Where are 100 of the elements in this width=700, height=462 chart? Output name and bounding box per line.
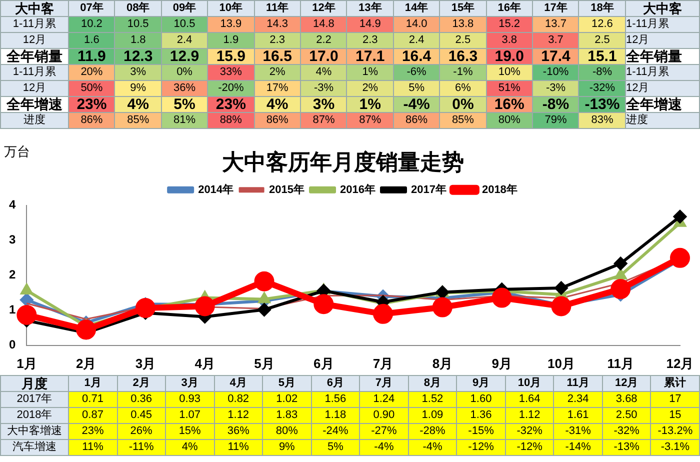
data-label: 1.64: [505, 392, 554, 408]
data-label: 15: [650, 408, 700, 424]
data-label: 17.4: [532, 48, 579, 65]
data-label: 6%: [440, 80, 486, 96]
y-tick-label: 0: [8, 338, 16, 352]
data-label: 5%: [161, 96, 208, 113]
y-tick-label: 3: [8, 232, 16, 247]
data-label: 13.7: [532, 16, 579, 32]
data-label: 1.52: [408, 392, 457, 408]
data-label: 1.83: [262, 408, 312, 424]
x-tick-label: 1月: [16, 356, 37, 371]
x-tick-label: 18年: [578, 0, 626, 16]
data-label: 23%: [68, 424, 118, 440]
legend-label: 2018年: [482, 182, 518, 196]
data-label: -3%: [300, 80, 347, 96]
data-label: 85%: [440, 112, 486, 128]
legend-label: 2015年: [269, 182, 305, 196]
data-label: 1.56: [311, 392, 360, 408]
data-label: -27%: [360, 424, 408, 440]
data-label: 14.8: [300, 16, 347, 32]
data-label: 10%: [486, 64, 533, 80]
x-tick-label: 11月: [607, 356, 634, 371]
x-tick-label: 10月: [547, 356, 575, 371]
data-label: 3.68: [602, 392, 651, 408]
data-label: 15%: [166, 424, 214, 440]
data-label: 23%: [68, 96, 115, 113]
data-label: 1.12: [505, 408, 554, 424]
data-label: 12.9: [161, 48, 208, 65]
data-label: 20%: [68, 64, 115, 80]
y-tick-label: 2: [8, 268, 16, 282]
data-label: 3%: [300, 96, 347, 113]
x-tick-label: 7月: [372, 356, 394, 371]
data-label: 1.12: [214, 408, 263, 424]
data-label: 1.18: [311, 408, 360, 424]
x-tick-label: 1月: [68, 376, 118, 392]
y-tick-label: 4: [8, 198, 16, 212]
x-tick-label: 4月: [214, 376, 263, 392]
y-tick-label: 全年销量: [626, 48, 700, 64]
data-label: 2.50: [602, 408, 651, 424]
data-label: 15.9: [208, 48, 254, 65]
x-tick-label: 17年: [532, 0, 579, 16]
legend-label: 2014年: [198, 182, 234, 196]
data-label: 23%: [208, 96, 254, 113]
data-label: 11%: [68, 440, 118, 456]
x-tick-label: 3月: [166, 376, 214, 392]
data-label: 9%: [262, 440, 312, 456]
data-label: 81%: [161, 112, 208, 128]
x-tick-label: 14年: [393, 0, 440, 16]
y-tick-label: 进度: [626, 112, 700, 128]
legend-label: 2016年: [340, 182, 376, 196]
data-label: 12.6: [578, 16, 626, 32]
data-label: 3.8: [486, 32, 533, 48]
x-tick-label: 6月: [311, 376, 360, 392]
data-label: 4%: [166, 440, 214, 456]
data-label: 4%: [300, 64, 347, 80]
data-label: 0.36: [117, 392, 166, 408]
data-label: 1.24: [360, 392, 408, 408]
data-label: 16.3: [440, 48, 486, 65]
data-label: 14.3: [254, 16, 301, 32]
x-tick-label: 09年: [161, 0, 208, 16]
x-tick-label: 8月: [408, 376, 457, 392]
x-tick-label: 2月: [76, 356, 96, 371]
x-tick-label: 9月: [492, 356, 512, 371]
data-label: -4%: [408, 440, 457, 456]
data-label: 88%: [208, 112, 254, 128]
x-tick-label: 10年: [208, 0, 254, 16]
data-label: -4%: [360, 440, 408, 456]
data-label: 0.87: [68, 408, 118, 424]
data-label: 13.9: [208, 16, 254, 32]
legend-label: 2017年: [410, 182, 446, 196]
data-label: 2.2: [300, 32, 347, 48]
chart-title: 月度: [0, 376, 68, 392]
data-label: 1.9: [208, 32, 254, 48]
data-label: 0%: [440, 96, 486, 113]
x-tick-label: 12年: [300, 0, 347, 16]
data-label: 1.8: [114, 32, 162, 48]
data-label: 1%: [346, 96, 394, 113]
data-label: 85%: [114, 112, 162, 128]
y-tick-label: 1-11月累: [626, 16, 700, 32]
data-label: 19.0: [486, 48, 533, 65]
y-tick-label: 2017年: [0, 392, 68, 408]
data-label: -3%: [532, 80, 579, 96]
chart-title: 大中客历年月度销量走势: [222, 149, 464, 174]
data-label: 0.45: [117, 408, 166, 424]
data-label: 14.0: [393, 16, 440, 32]
data-label: -8%: [532, 96, 579, 113]
data-label: 10.5: [114, 16, 162, 32]
data-label: 2%: [254, 64, 301, 80]
chart-title: 大中客: [643, 1, 682, 16]
data-label: -14%: [554, 440, 602, 456]
x-tick-label: 7月: [360, 376, 408, 392]
x-tick-label: 11月: [554, 376, 602, 392]
y-axis-title: 万台: [4, 144, 30, 160]
chart-title: 大中客: [0, 0, 68, 16]
data-label: -13%: [602, 440, 651, 456]
data-label: 51%: [486, 80, 533, 96]
data-label: 10.5: [161, 16, 208, 32]
data-label: 1.36: [456, 408, 506, 424]
data-label: -12%: [505, 440, 554, 456]
data-label: 1.09: [408, 408, 457, 424]
